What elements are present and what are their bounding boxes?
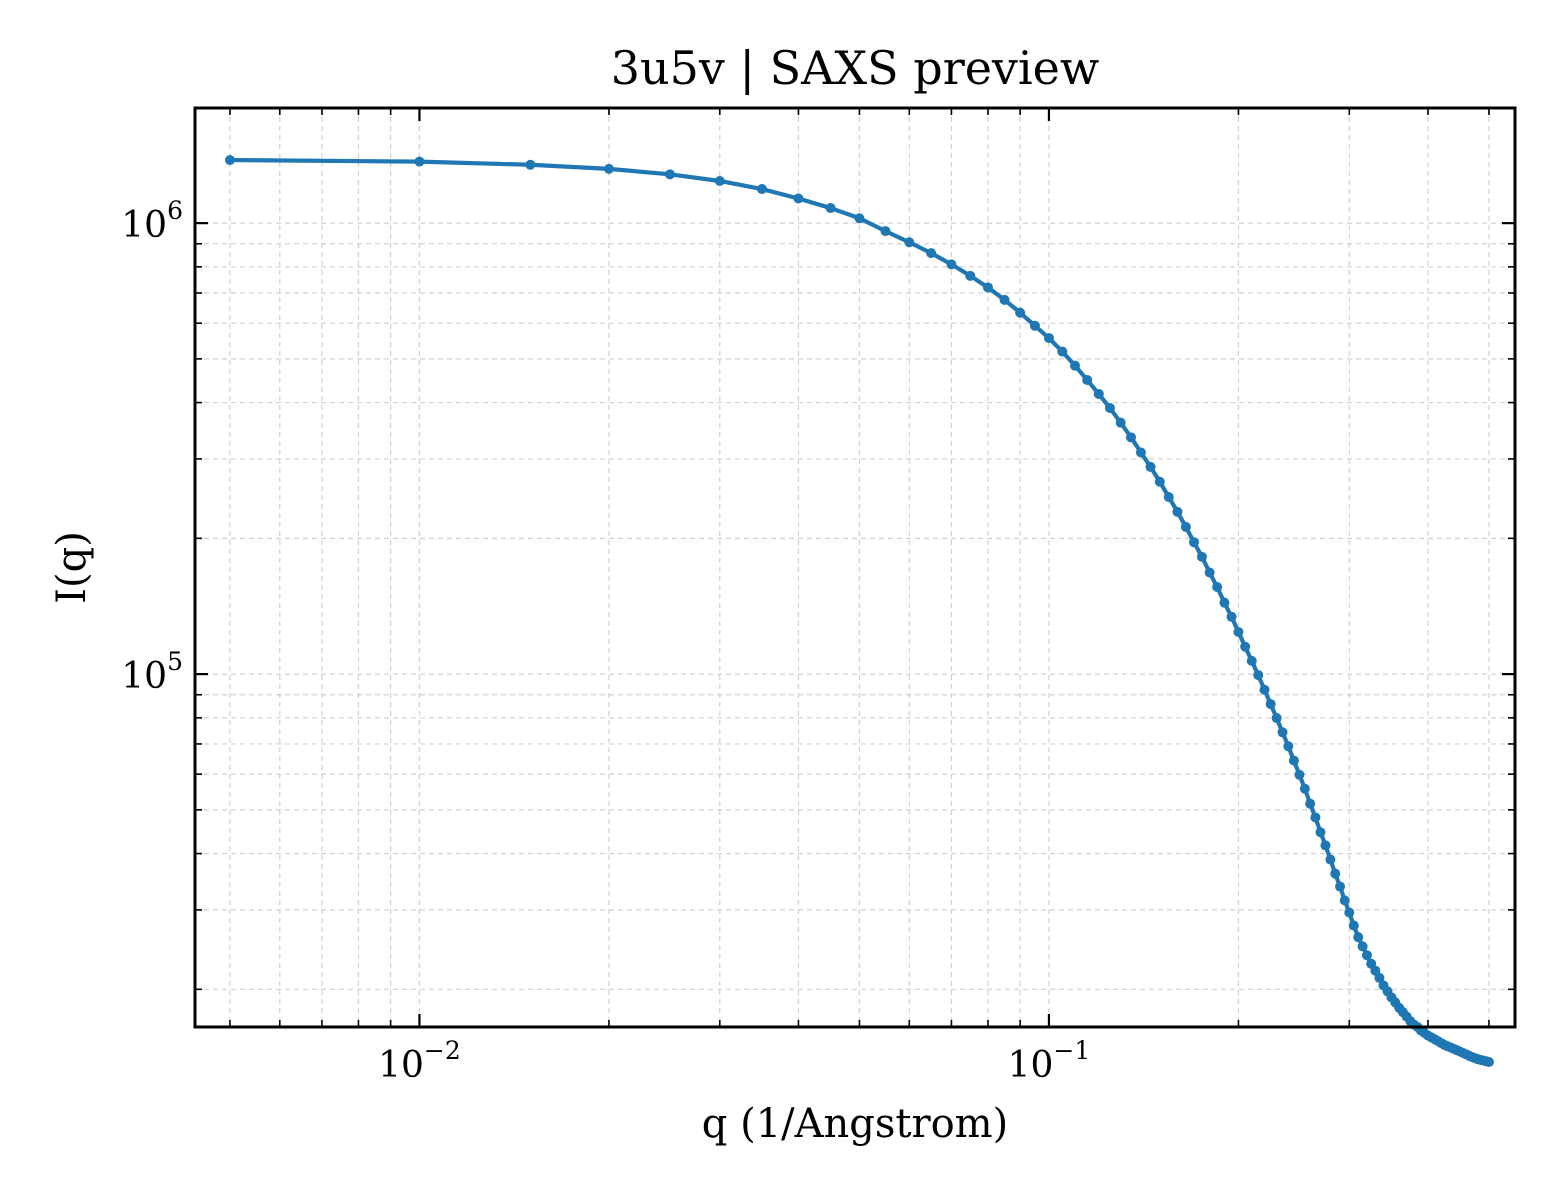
data-point [793,193,804,204]
data-point [1196,551,1207,562]
data-point [1325,854,1336,865]
data-point [1339,895,1350,906]
data-point [1125,432,1136,443]
data-point [1259,684,1270,695]
data-point [714,175,725,186]
data-point [1145,461,1156,472]
data-point [414,156,425,167]
data-point [1029,320,1040,331]
y-axis-label: I(q) [49,531,95,604]
data-point [982,282,993,293]
data-point [1483,1056,1494,1067]
data-point [1299,783,1310,794]
data-point [1344,907,1355,918]
data-point [224,155,235,166]
data-point [1370,965,1381,976]
data-point [1057,346,1068,357]
data-point [999,294,1010,305]
data-point [664,169,675,180]
x-tick-label: 10−1 [1008,1036,1091,1086]
data-point [1361,950,1372,961]
data-point [1315,827,1326,838]
data-point [854,213,865,224]
plot-area-frame [193,106,1517,1029]
data-point [1212,582,1223,593]
data-point [1180,521,1191,532]
data-point [1320,840,1331,851]
data-point [1283,741,1294,752]
data-point [1082,374,1093,385]
data-point [1265,699,1276,710]
data-point [1288,755,1299,766]
y-tick-label: 105 [121,647,183,697]
data-point [1070,360,1080,371]
data-point [1093,388,1104,399]
data-point [1043,333,1054,344]
data-point [1226,611,1237,622]
data-point [880,226,891,237]
data-point [965,270,976,281]
tick-labels: 10−2 10−1 105 106 [121,196,1090,1086]
data-point [1172,506,1183,517]
data-series [224,155,1494,1067]
data-point [1310,812,1321,823]
data-point [1353,932,1364,943]
data-point [1163,492,1174,503]
data-point [603,163,614,174]
data-point [1189,537,1200,548]
data-point [1277,727,1288,738]
data-point [1233,626,1244,637]
chart-title: 3u5v | SAXS preview [611,41,1099,95]
data-point [1135,447,1146,458]
data-point [946,259,957,270]
data-point [756,184,767,195]
data-point [1335,881,1346,892]
x-tick-label: 10−2 [378,1036,461,1086]
data-point [1294,769,1305,780]
data-point [1015,307,1026,318]
data-point [1204,567,1215,578]
data-point [1357,941,1368,952]
y-tick-label: 106 [121,196,183,246]
data-point [1154,476,1165,487]
data-point [1271,713,1282,724]
data-point [1348,920,1359,931]
data-point [1374,972,1385,983]
data-point [1219,597,1230,608]
data-point [1253,670,1264,681]
data-point [825,203,836,214]
data-point [1305,798,1316,809]
data-point [1330,868,1341,879]
data-point [525,159,536,170]
data-point [1246,655,1257,666]
data-point [904,237,915,248]
data-point [1104,403,1115,414]
data-point [1115,417,1126,428]
x-axis-label: q (1/Angstrom) [702,1101,1008,1147]
data-point [926,248,937,259]
data-point [1240,641,1251,652]
